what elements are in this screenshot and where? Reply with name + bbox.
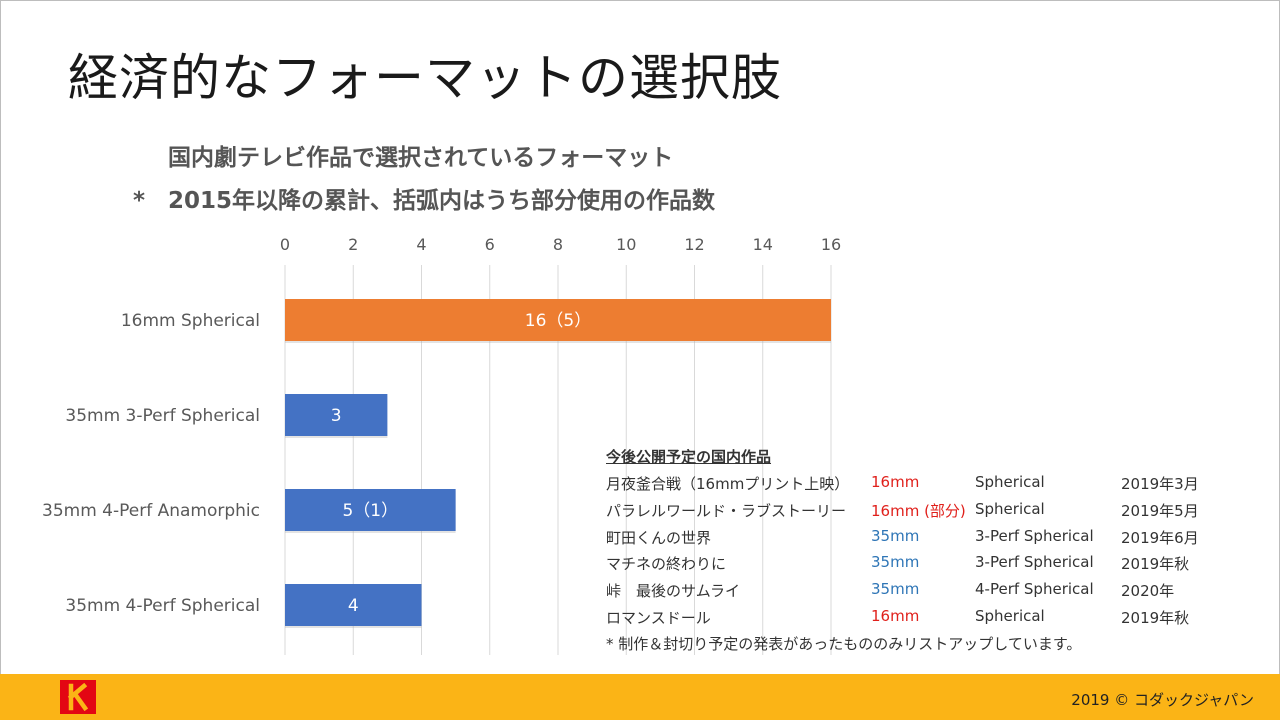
format-label: 35mm (871, 526, 920, 545)
slide-title: 経済的なフォーマットの選択肢 (68, 49, 782, 107)
release-date: 2019年秋 (1121, 555, 1190, 574)
y-category-label: 35mm 3-Perf Spherical (65, 406, 260, 426)
y-category-label: 35mm 4-Perf Spherical (65, 596, 260, 616)
bar-chart: 0 2 4 6 8 10 12 14 16 16mm Spherical 16（5） 35mm 3-P… (42, 235, 841, 655)
x-tick-label: 16 (821, 235, 841, 254)
bar (285, 584, 422, 626)
work-title: 町田くんの世界 (606, 528, 712, 547)
data-label: 16（5） (525, 311, 591, 331)
bar (285, 394, 388, 436)
format-type: Spherical (975, 607, 1045, 625)
x-tick-label: 10 (616, 235, 636, 254)
work-title: マチネの終わりに (606, 555, 727, 574)
x-tick-label: 14 (753, 235, 773, 254)
format-label: 35mm (871, 553, 920, 572)
data-label: 5（1） (342, 501, 398, 521)
x-tick-label: 0 (280, 235, 290, 254)
upcoming-heading: 今後公開予定の国内作品 (606, 448, 772, 466)
x-tick-label: 6 (485, 235, 495, 254)
format-label: 35mm (871, 580, 920, 599)
release-date: 2019年5月 (1121, 501, 1199, 520)
y-category-label: 16mm Spherical (121, 311, 260, 331)
work-title: ロマンスドール (606, 609, 711, 627)
format-type: Spherical (975, 499, 1045, 518)
work-title: 月夜釜合戦（16mmプリント上映） (606, 475, 850, 493)
release-date: 2019年秋 (1121, 609, 1190, 627)
format-type: Spherical (975, 473, 1045, 491)
release-date: 2019年3月 (1121, 475, 1199, 493)
x-tick-label: 8 (553, 235, 563, 254)
x-tick-label: 12 (684, 235, 704, 254)
work-title: パラレルワールド・ラブストーリー (606, 501, 847, 520)
bar (285, 299, 831, 341)
kodak-logo (60, 680, 96, 714)
format-type: 3-Perf Spherical (975, 526, 1094, 545)
data-label: 3 (331, 406, 342, 426)
format-label: 16mm (871, 473, 920, 491)
x-tick-label: 2 (348, 235, 358, 254)
chart-note: * 2015年以降の累計、括弧内はうち部分使用の作品数 (133, 188, 716, 214)
copyright-text: 2019 © コダックジャパン (1071, 691, 1254, 709)
data-label: 4 (348, 596, 359, 616)
x-tick-label: 4 (416, 235, 426, 254)
format-type: 3-Perf Spherical (975, 553, 1094, 572)
upcoming-note: * 制作＆封切り予定の発表があったもののみリストアップしています。 (606, 635, 1082, 653)
format-label: 16mm (871, 607, 920, 625)
release-date: 2019年6月 (1121, 528, 1199, 547)
work-title: 峠 最後のサムライ (606, 582, 740, 601)
y-category-label: 35mm 4-Perf Anamorphic (42, 501, 260, 521)
chart-subtitle: 国内劇テレビ作品で選択されているフォーマット (168, 145, 674, 171)
format-type: 4-Perf Spherical (975, 580, 1094, 599)
format-label: 16mm (部分) (871, 501, 966, 520)
footer-bar (0, 674, 1280, 720)
bar (285, 489, 456, 531)
release-date: 2020年 (1121, 582, 1175, 601)
